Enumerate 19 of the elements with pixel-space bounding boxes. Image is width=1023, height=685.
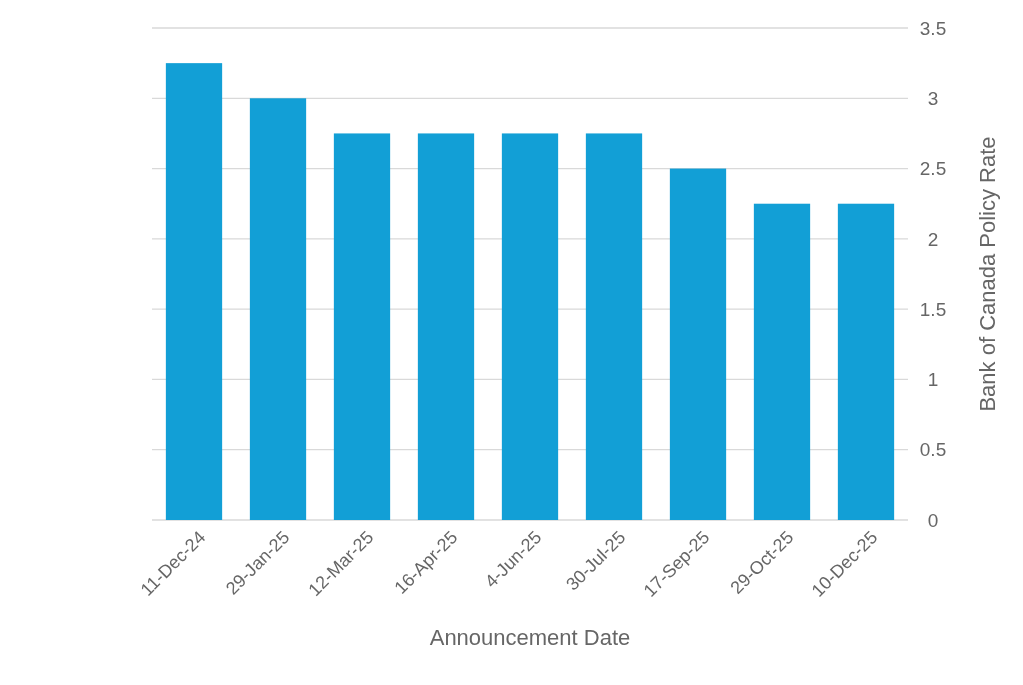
y-tick-label: 3.5 bbox=[919, 17, 947, 39]
y-tick-label: 2 bbox=[927, 228, 939, 250]
y-tick-label: 0.5 bbox=[919, 439, 947, 461]
y-tick-label: 3 bbox=[927, 87, 939, 109]
bar bbox=[753, 203, 811, 520]
x-axis-title: Announcement Date bbox=[429, 625, 631, 650]
y-tick-label: 1 bbox=[927, 369, 939, 391]
y-tick-label: 0 bbox=[927, 509, 939, 531]
bar bbox=[585, 133, 643, 520]
y-axis-title: Bank of Canada Policy Rate bbox=[975, 136, 1000, 412]
bar bbox=[333, 133, 391, 520]
y-tick-label: 2.5 bbox=[919, 158, 947, 180]
bar bbox=[417, 133, 475, 520]
y-tick-label: 1.5 bbox=[919, 298, 947, 320]
bar bbox=[501, 133, 559, 520]
bar bbox=[165, 63, 223, 520]
bar bbox=[249, 98, 307, 520]
bar bbox=[669, 168, 727, 520]
bar bbox=[837, 203, 895, 520]
